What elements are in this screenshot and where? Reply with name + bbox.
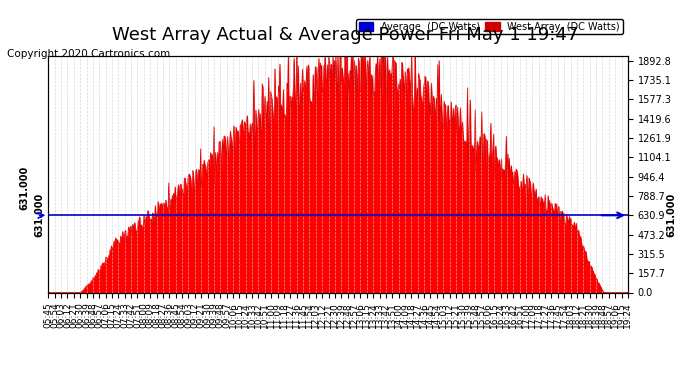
Text: 631.000: 631.000 [19,165,29,210]
Text: West Array Actual & Average Power Fri May 1 19:47: West Array Actual & Average Power Fri Ma… [112,26,578,44]
Text: 631.000: 631.000 [34,193,44,237]
Text: 631.000: 631.000 [667,193,677,237]
Legend: Average  (DC Watts), West Array  (DC Watts): Average (DC Watts), West Array (DC Watts… [356,19,623,34]
Text: Copyright 2020 Cartronics.com: Copyright 2020 Cartronics.com [7,49,170,59]
